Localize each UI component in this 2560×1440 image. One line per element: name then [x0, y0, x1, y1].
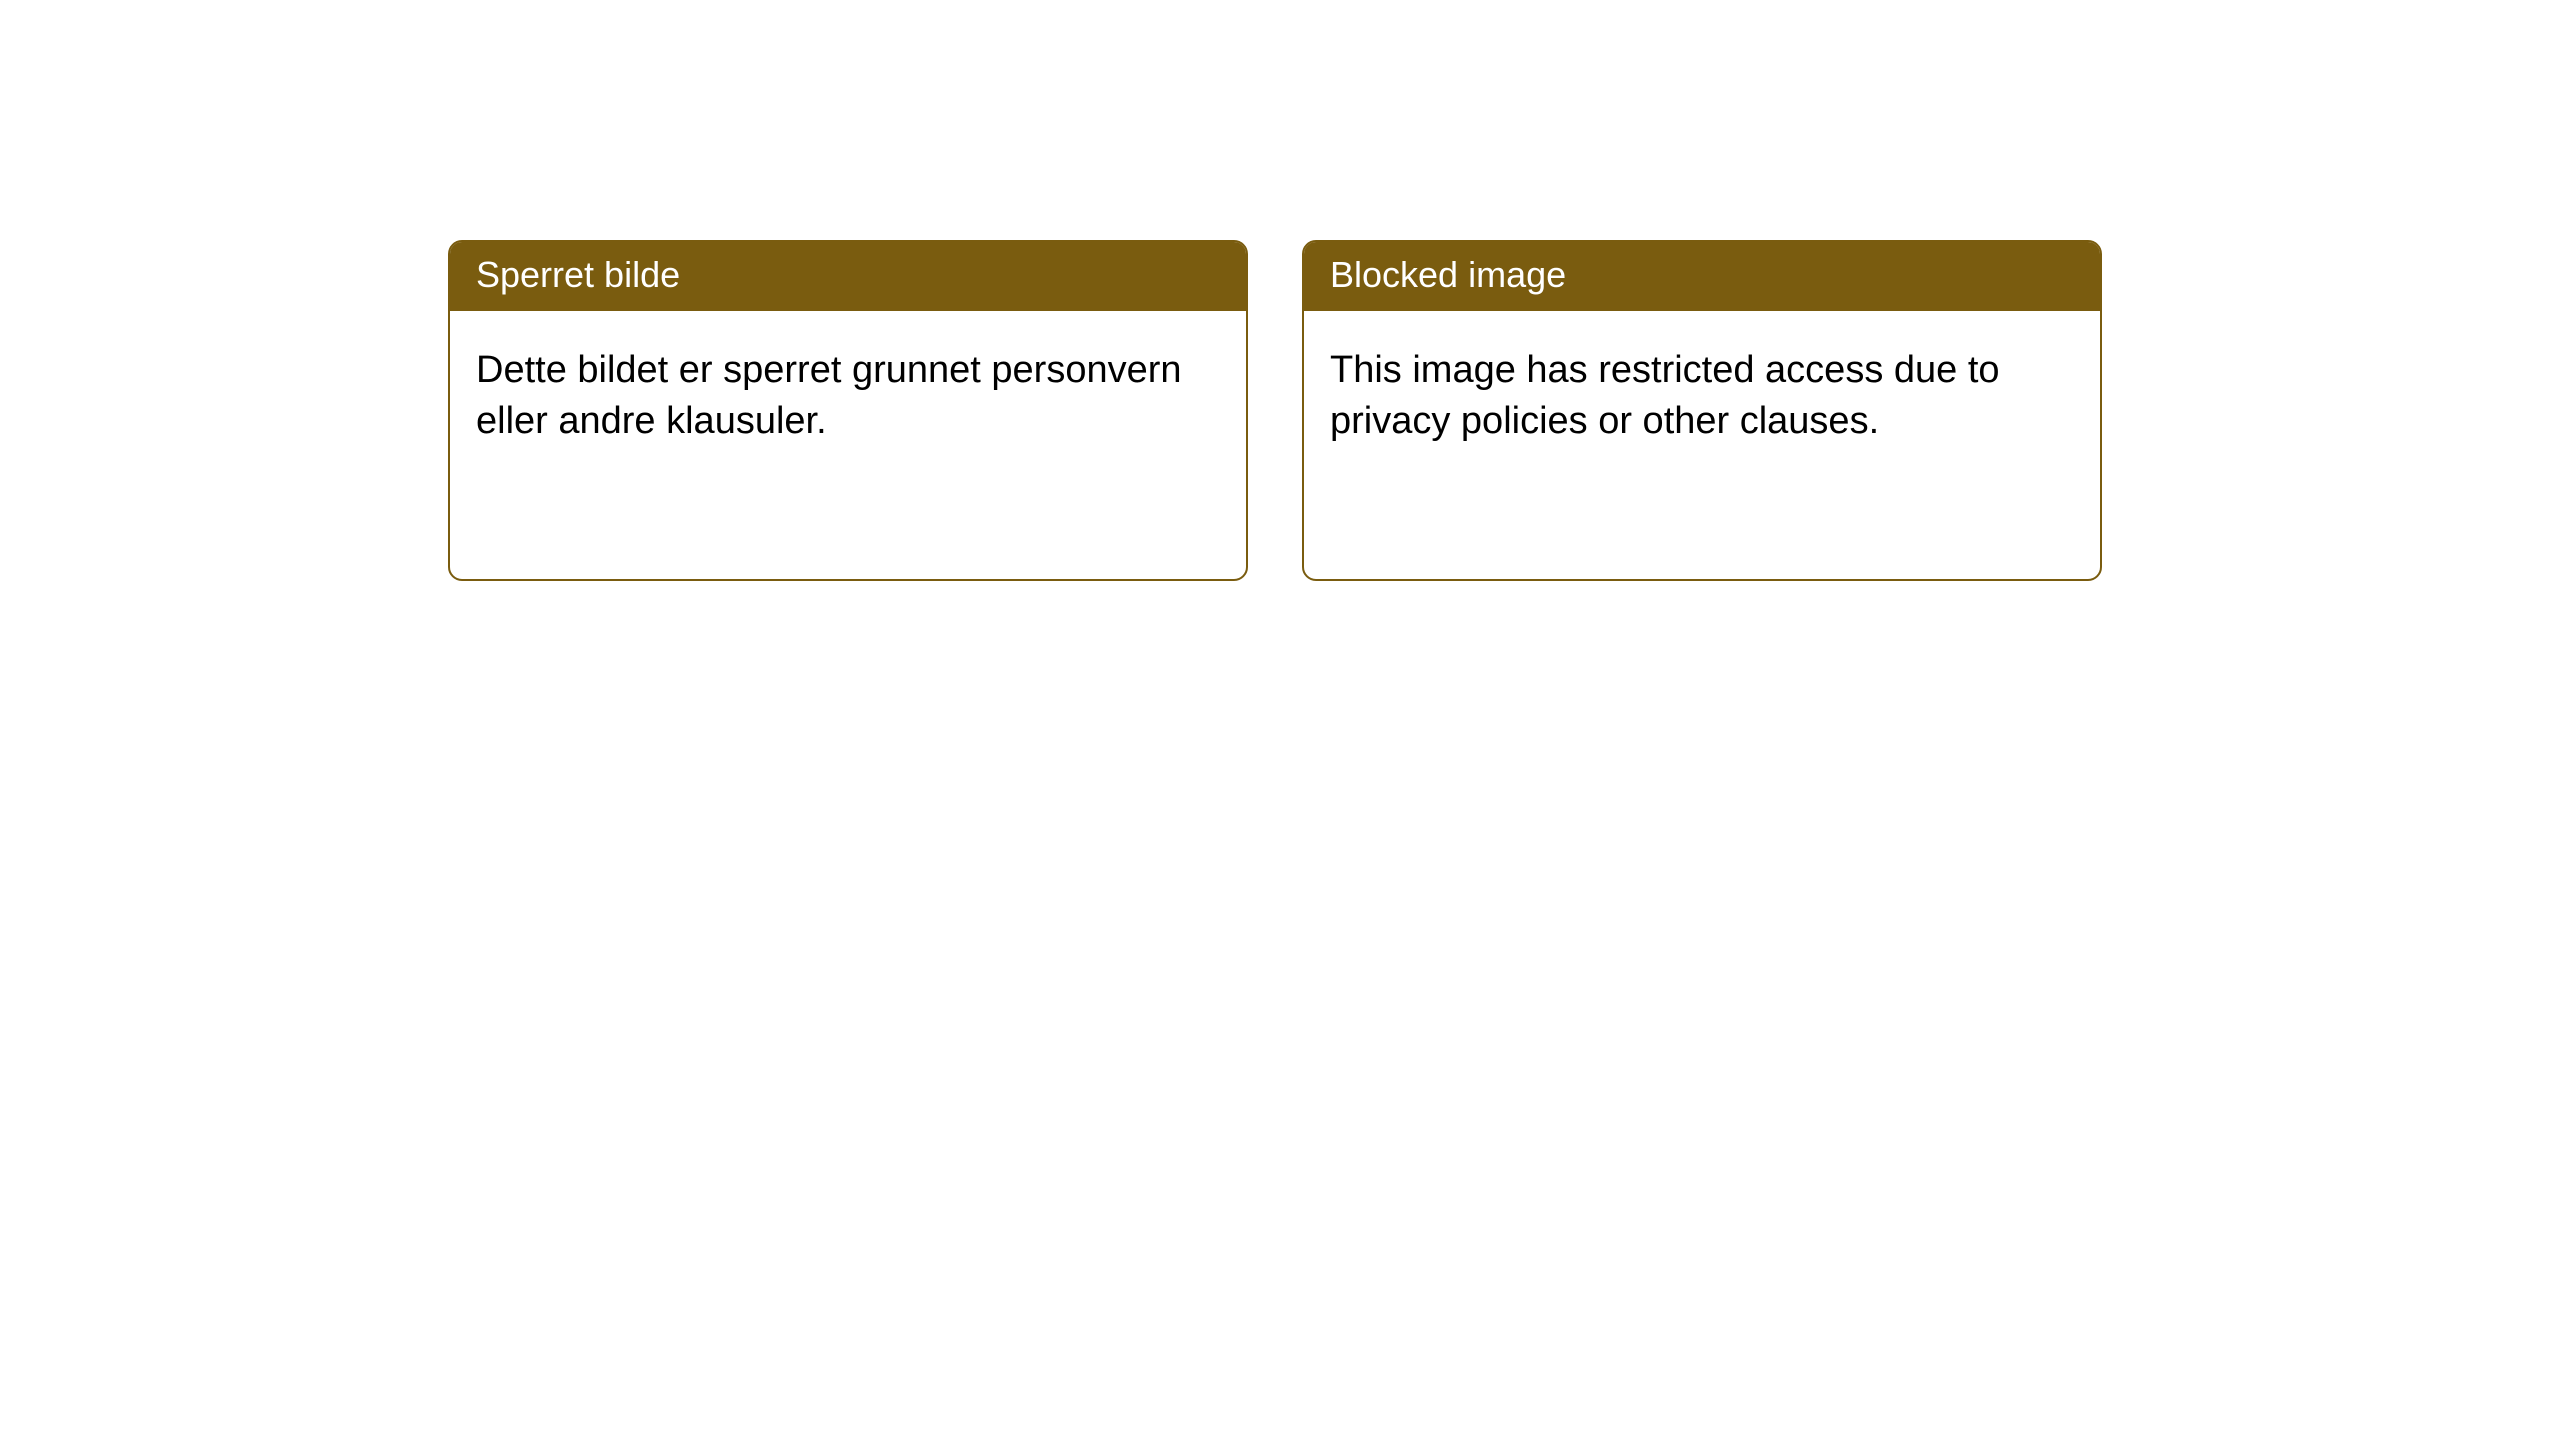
blocked-image-card-en: Blocked image This image has restricted … [1302, 240, 2102, 581]
blocked-image-card-no: Sperret bilde Dette bildet er sperret gr… [448, 240, 1248, 581]
card-title-en: Blocked image [1304, 242, 2100, 311]
card-title-no: Sperret bilde [450, 242, 1246, 311]
card-body-no: Dette bildet er sperret grunnet personve… [450, 311, 1246, 579]
card-body-en: This image has restricted access due to … [1304, 311, 2100, 579]
message-cards-container: Sperret bilde Dette bildet er sperret gr… [448, 240, 2102, 581]
